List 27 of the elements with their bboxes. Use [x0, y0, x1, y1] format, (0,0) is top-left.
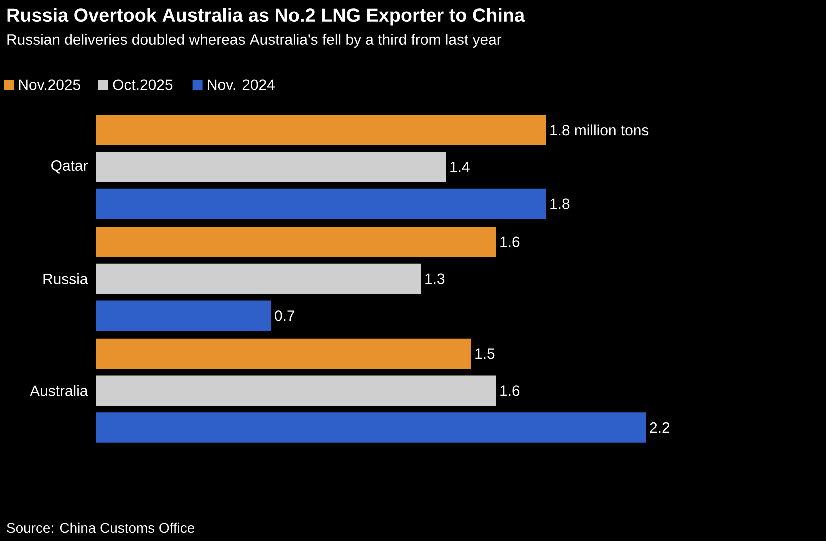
data-label: 2.2	[650, 422, 670, 433]
data-label: 1.6	[500, 386, 520, 396]
data-label: 1.6	[500, 236, 520, 248]
bar	[96, 115, 546, 146]
y-tick-label: Australia	[30, 385, 88, 396]
bar	[96, 188, 546, 220]
legend-label: Nov. 2024	[208, 80, 275, 90]
legend-label: Oct.2025	[113, 80, 173, 90]
y-tick-label: Qatar	[52, 160, 88, 174]
bar	[96, 300, 272, 332]
data-label: 1.8	[550, 198, 570, 210]
legend-label: Nov.2025	[19, 80, 80, 90]
bar	[96, 226, 496, 258]
data-label: 1.3	[426, 274, 445, 284]
data-label: 0.7	[275, 310, 295, 322]
chart-title: Russia Overtook Australia as No.2 LNG Exporter to China	[8, 8, 526, 26]
source-note: Source: China Customs Office	[7, 522, 195, 534]
bar	[96, 264, 422, 294]
bar	[96, 376, 496, 406]
bar	[96, 338, 472, 370]
bar	[96, 412, 646, 443]
data-label: 1.5	[476, 348, 495, 360]
y-tick-label: Russia	[44, 274, 88, 284]
bar	[96, 152, 446, 182]
data-label: 1.8 million tons	[550, 124, 649, 136]
chart-subtitle: Russian deliveries doubled whereas Australia's fell by a third from last year	[8, 34, 502, 48]
data-label: 1.4	[450, 162, 470, 172]
